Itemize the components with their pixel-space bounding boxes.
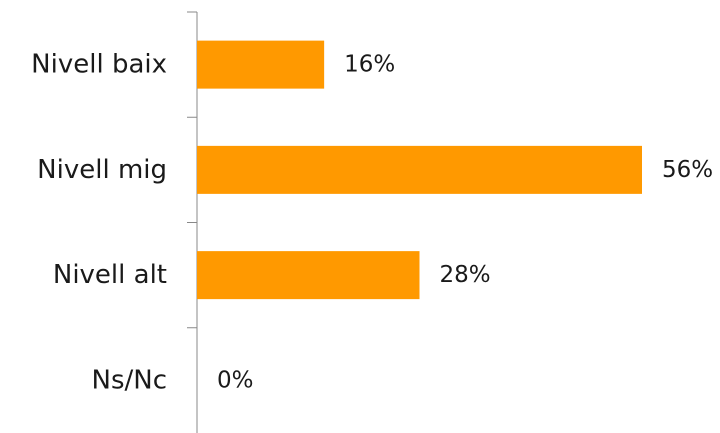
value-label: 0% xyxy=(217,367,254,393)
bar xyxy=(197,40,325,89)
category-label: Nivell baix xyxy=(31,50,167,80)
value-label: 56% xyxy=(662,157,713,183)
axis-ticks xyxy=(187,11,197,329)
value-label: 16% xyxy=(344,52,395,78)
category-label: Ns/Nc xyxy=(92,365,168,395)
category-label: Nivell mig xyxy=(37,155,167,185)
bar xyxy=(197,251,420,300)
category-label: Nivell alt xyxy=(53,260,167,290)
category-labels: Nivell baix Nivell mig Nivell alt Ns/Nc xyxy=(31,50,167,396)
value-labels: 16% 56% 28% 0% xyxy=(217,52,713,394)
bars xyxy=(197,40,642,300)
value-label: 28% xyxy=(440,262,491,288)
bar xyxy=(197,145,642,194)
